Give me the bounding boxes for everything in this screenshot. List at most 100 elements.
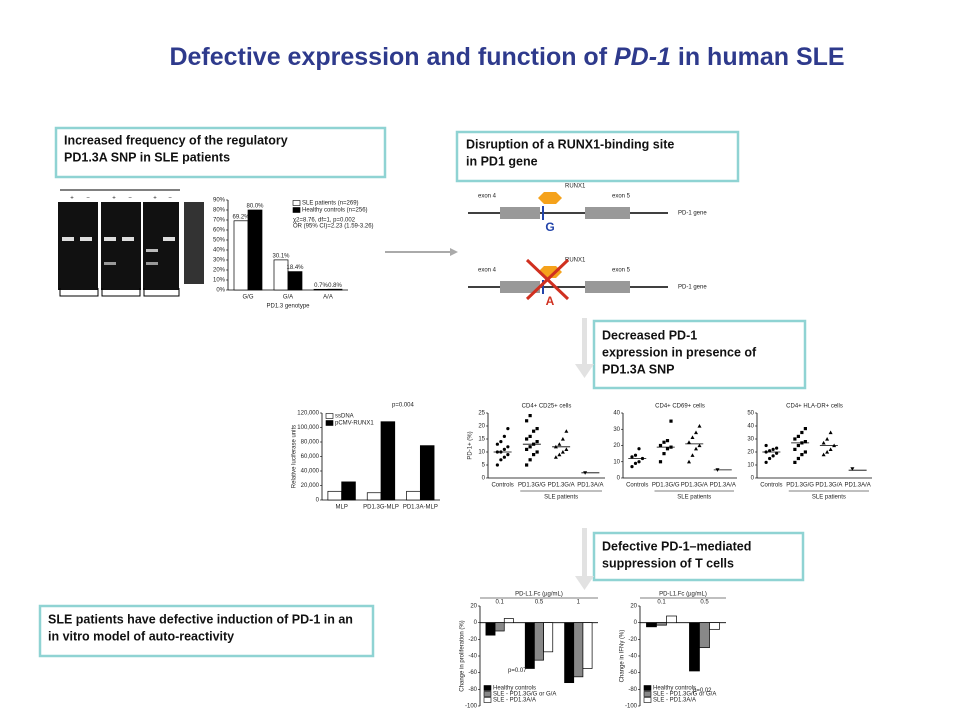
dot [821,452,826,457]
gene-label: exon 4 [478,268,497,274]
y-tick-label: 0 [482,476,486,482]
y-tick-label: 120,000 [297,411,319,417]
cross [525,258,570,301]
y-tick-label: 80,000 [301,440,320,446]
y-tick-label: 20% [213,268,226,274]
dot [499,440,503,444]
gel-band [163,237,175,241]
legend-swatch [483,697,492,703]
chart-title: CD4+ CD69+ cells [655,404,705,410]
bar [699,622,710,649]
legend-label: Healthy controls [653,686,696,692]
y-tick-label: 25 [478,411,485,417]
legend-label: Healthy controls [493,686,536,692]
dot [796,434,800,438]
dot [768,449,772,453]
y-tick-label: 40% [213,248,226,254]
box [455,130,740,183]
chart-title: CD4+ CD25+ cells [522,404,572,410]
dot [665,439,670,443]
box [592,319,807,390]
box-text: in PD1 gene [466,154,538,168]
dot [764,443,768,448]
bar [524,622,535,669]
dot [800,453,804,457]
x-tick-label: PD1.3G/G [518,483,546,489]
y-tick-label: 30 [747,437,754,443]
x-tick-label: PD1.3A/A [844,483,870,489]
x-tick-label: 0.1 [495,600,504,606]
x-tick-label: MLP [335,505,347,511]
bar [503,618,514,624]
bar [564,622,575,684]
gene-label: RUNX1 [565,258,586,264]
x-tick-label: Controls [760,483,782,489]
gel-lane-label: − [168,196,172,202]
legend-swatch [325,413,334,419]
gel-lane-label: + [112,196,116,202]
y-tick-label: 20 [630,604,637,610]
x-tick-label: PD1.3G/A [681,483,708,489]
y-tick-label: 50% [213,238,226,244]
title-part: in human SLE [671,43,845,71]
y-axis-label: Change in proliferation (%) [460,620,466,691]
x-tick-label: PD1.3G/A [548,483,575,489]
dot [630,455,634,459]
x-tick-label: Controls [626,483,648,489]
legend-swatch [643,685,652,691]
y-tick-label: 40 [613,411,620,417]
bar [689,622,700,672]
gel-panel [58,202,98,290]
allele: G [545,220,554,234]
dot [825,450,830,454]
dot [825,437,830,441]
bar [582,622,593,669]
box [38,604,375,658]
title-part: Defective expression and function of [169,43,614,71]
dot [502,434,506,438]
dot [665,447,670,451]
bar [656,622,667,626]
legend-label: SLE - PD1.3A/A [653,698,696,704]
gene-label: PD-1 gene [678,211,707,217]
y-tick-label: 50 [747,411,754,417]
value-label: 0.8% [328,283,342,289]
dot [633,453,638,457]
bar [646,622,657,628]
legend-label: SLE - PD1.3A/A [493,698,536,704]
box-text: in vitro model of auto-reactivity [48,629,234,643]
x-tick-label: G/A [283,295,293,301]
dot [828,430,833,435]
bar [233,220,249,291]
x-tick-label: G/G [242,295,253,301]
dot [525,463,529,467]
chart-title: CD4+ HLA-DR+ cells [786,404,843,410]
y-tick-label: 10 [613,459,620,465]
dot [525,419,529,423]
dot [506,445,510,449]
bar [380,421,396,501]
bar [709,622,720,630]
dot [796,456,800,461]
annotation: p=0.07 [508,668,527,674]
y-axis-label: PD-1+ (%) [468,431,474,459]
y-tick-label: 30 [613,427,620,433]
dot [662,440,666,444]
dot [694,430,698,435]
dot [793,447,797,451]
bar [341,481,356,501]
dot [630,465,634,469]
legend-label: SLE - PD1.3G/G or G/A [653,692,716,698]
y-tick-label: 15 [478,437,485,443]
dot [658,460,663,464]
dot [694,446,698,451]
x-tick-label: 0.5 [535,600,544,606]
dot [525,437,529,441]
dot [525,447,529,451]
y-axis-label: Change in IFNγ (%) [620,630,626,683]
legend-label: pCMV-RUNX1 [335,421,374,427]
value-label: 18.4% [286,265,304,271]
x-tick-label: 0.5 [700,600,709,606]
dot [775,446,779,450]
